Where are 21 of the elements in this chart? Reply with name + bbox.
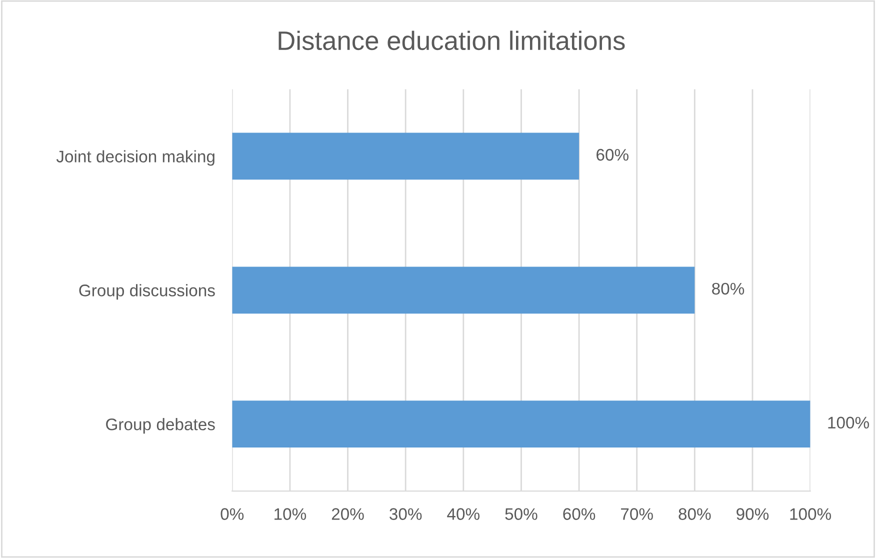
x-tick-label: 90%: [736, 508, 769, 520]
y-tick-label: Joint decision making: [56, 150, 214, 166]
x-tick-label: 40%: [447, 508, 480, 520]
x-tick-label: 30%: [390, 508, 422, 520]
x-tick-label: 80%: [678, 508, 711, 520]
y-tick-label: Group discussions: [79, 284, 215, 300]
x-tick-label: 20%: [332, 508, 364, 520]
x-tick-label: 50%: [505, 508, 538, 520]
y-tick-label: Group debates: [106, 418, 215, 434]
x-tick-label: 100%: [790, 508, 832, 520]
x-tick-label: 10%: [274, 508, 306, 520]
data-label: 100%: [828, 416, 869, 429]
data-label: 60%: [596, 148, 628, 161]
x-tick-label: 60%: [563, 508, 596, 520]
x-tick-label: 0%: [220, 508, 244, 520]
bar: [232, 400, 810, 448]
data-label: 80%: [712, 282, 744, 295]
chart-title: Distance education limitations: [278, 30, 625, 50]
x-tick-label: 70%: [621, 508, 653, 520]
bar: [232, 132, 580, 180]
bar: [232, 266, 695, 314]
